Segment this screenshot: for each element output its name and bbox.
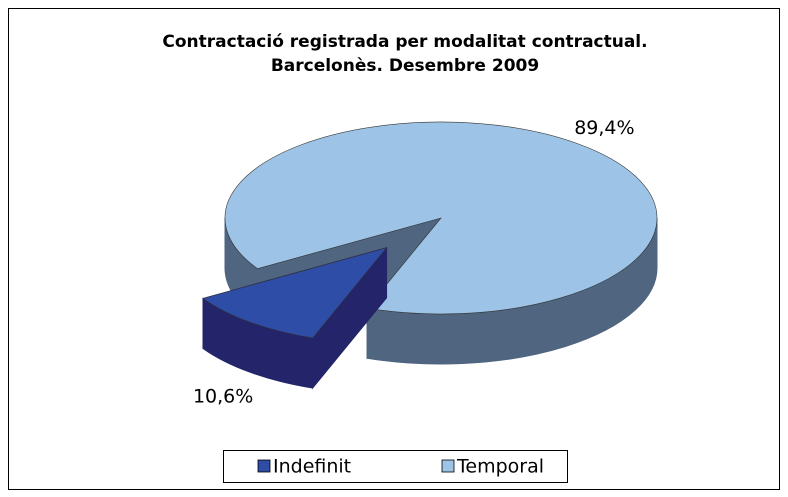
slice [224, 121, 658, 315]
data-label: 89,4% [574, 117, 634, 139]
slice [202, 247, 388, 339]
legend-swatch [257, 459, 271, 473]
legend-label: Temporal [456, 456, 544, 478]
chart-title: Barcelonès. Desembre 2009 [271, 56, 539, 76]
legend-swatch [441, 459, 455, 473]
legend-label: Indefinit [273, 456, 351, 478]
data-label: 10,6% [193, 386, 253, 408]
chart-title: Contractació registrada per modalitat co… [162, 32, 647, 52]
legend-box [223, 450, 568, 483]
